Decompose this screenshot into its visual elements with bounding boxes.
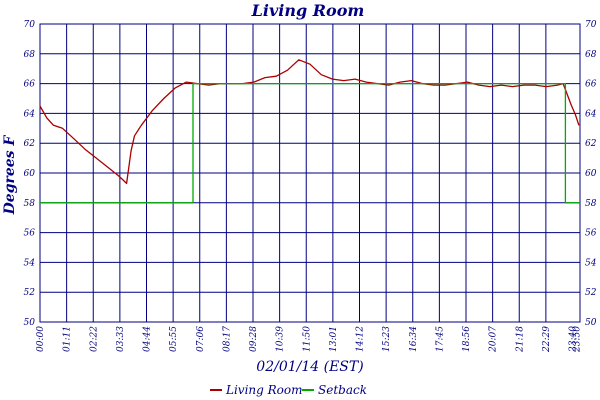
x-tick-label: 01:11 bbox=[63, 326, 73, 352]
y-tick-label: 54 bbox=[24, 258, 36, 268]
chart-title: Living Room bbox=[251, 1, 365, 20]
x-tick-label: 10:39 bbox=[276, 326, 286, 352]
y-axis-label: Degrees F bbox=[2, 135, 18, 216]
x-tick-label: 20:07 bbox=[489, 326, 499, 353]
y-tick-label: 56 bbox=[24, 229, 36, 239]
x-tick-label: 23:50 bbox=[572, 326, 582, 353]
y-tick-label-right: 54 bbox=[585, 258, 597, 268]
y-tick-label: 58 bbox=[24, 199, 36, 209]
x-tick-label: 00:00 bbox=[36, 326, 46, 352]
y-tick-label: 64 bbox=[24, 109, 36, 119]
x-tick-label: 17:45 bbox=[435, 326, 445, 352]
x-tick-label: 15:23 bbox=[382, 326, 392, 352]
legend-label: Setback bbox=[318, 383, 367, 397]
left-y-ticks: 50 52 54 56 58 60 62 64 66 68 70 bbox=[24, 20, 36, 328]
grid bbox=[39, 23, 581, 323]
x-tick-label: 09:28 bbox=[249, 326, 259, 352]
x-tick-label: 14:12 bbox=[356, 326, 366, 352]
y-tick-label-right: 62 bbox=[585, 139, 597, 149]
series-line-living-room bbox=[39, 59, 580, 185]
x-tick-label: 16:34 bbox=[409, 326, 419, 352]
y-tick-label: 50 bbox=[24, 318, 36, 328]
x-tick-label: 11:50 bbox=[302, 326, 312, 352]
x-tick-label: 22:29 bbox=[542, 326, 552, 353]
right-y-ticks: 50 52 54 56 58 60 62 64 66 68 70 bbox=[585, 20, 597, 328]
x-tick-label: 07:06 bbox=[196, 326, 206, 352]
y-tick-label-right: 50 bbox=[585, 318, 597, 328]
x-tick-label: 18:56 bbox=[462, 326, 472, 352]
x-tick-label: 13:01 bbox=[329, 326, 339, 352]
y-tick-label-right: 64 bbox=[585, 109, 597, 119]
y-tick-label-right: 68 bbox=[585, 50, 597, 60]
x-tick-label: 05:55 bbox=[169, 326, 179, 352]
y-tick-label: 52 bbox=[24, 288, 36, 298]
y-tick-label-right: 58 bbox=[585, 199, 597, 209]
legend-label: Living Room bbox=[225, 383, 303, 397]
x-tick-label: 23:40 bbox=[569, 326, 579, 353]
series-lines bbox=[39, 59, 580, 204]
x-tick-label: 04:44 bbox=[143, 326, 153, 352]
series-line-setback bbox=[40, 82, 580, 204]
x-tick-label: 08:17 bbox=[222, 326, 232, 352]
legend: Living Room Setback bbox=[210, 383, 367, 397]
y-tick-label-right: 66 bbox=[585, 80, 597, 90]
y-tick-label-right: 70 bbox=[585, 20, 597, 30]
y-tick-label-right: 56 bbox=[585, 229, 597, 239]
y-tick-label: 60 bbox=[24, 169, 36, 179]
x-tick-label: 03:33 bbox=[116, 326, 126, 352]
x-tick-label: 02:22 bbox=[89, 326, 99, 352]
x-axis-label: 02/01/14 (EST) bbox=[256, 359, 363, 375]
y-tick-label: 62 bbox=[24, 139, 36, 149]
y-tick-label: 68 bbox=[24, 50, 36, 60]
x-ticks: 00:00 01:11 02:22 03:33 04:44 05:55 07:06 08:17… bbox=[36, 326, 582, 353]
x-tick-label: 21:18 bbox=[515, 326, 525, 353]
y-tick-label-right: 52 bbox=[585, 288, 597, 298]
y-tick-label: 70 bbox=[24, 20, 36, 30]
y-tick-label-right: 60 bbox=[585, 169, 597, 179]
y-tick-label: 66 bbox=[24, 80, 36, 90]
